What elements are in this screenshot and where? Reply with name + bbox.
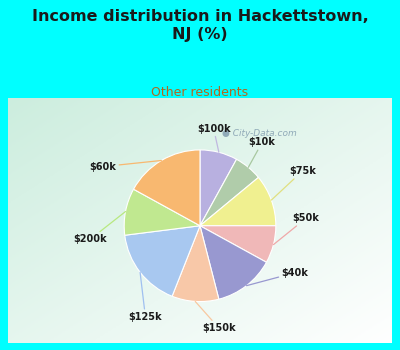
Wedge shape xyxy=(172,226,219,302)
Wedge shape xyxy=(200,177,276,226)
Text: Other residents: Other residents xyxy=(152,86,248,99)
Text: $100k: $100k xyxy=(197,124,230,152)
Text: $50k: $50k xyxy=(274,213,320,245)
Text: $10k: $10k xyxy=(248,137,276,167)
Wedge shape xyxy=(134,150,200,226)
Wedge shape xyxy=(200,150,236,226)
Text: Income distribution in Hackettstown,
NJ (%): Income distribution in Hackettstown, NJ … xyxy=(32,9,368,42)
Text: $150k: $150k xyxy=(195,301,236,333)
Wedge shape xyxy=(200,159,258,226)
Wedge shape xyxy=(200,226,266,299)
Text: $75k: $75k xyxy=(271,166,316,200)
Text: ● City-Data.com: ● City-Data.com xyxy=(222,129,296,138)
Text: $60k: $60k xyxy=(90,161,161,172)
Wedge shape xyxy=(125,226,200,296)
Text: $200k: $200k xyxy=(73,211,126,244)
Wedge shape xyxy=(124,189,200,235)
Text: $125k: $125k xyxy=(128,272,162,322)
Wedge shape xyxy=(200,226,276,262)
Text: $40k: $40k xyxy=(246,268,308,286)
